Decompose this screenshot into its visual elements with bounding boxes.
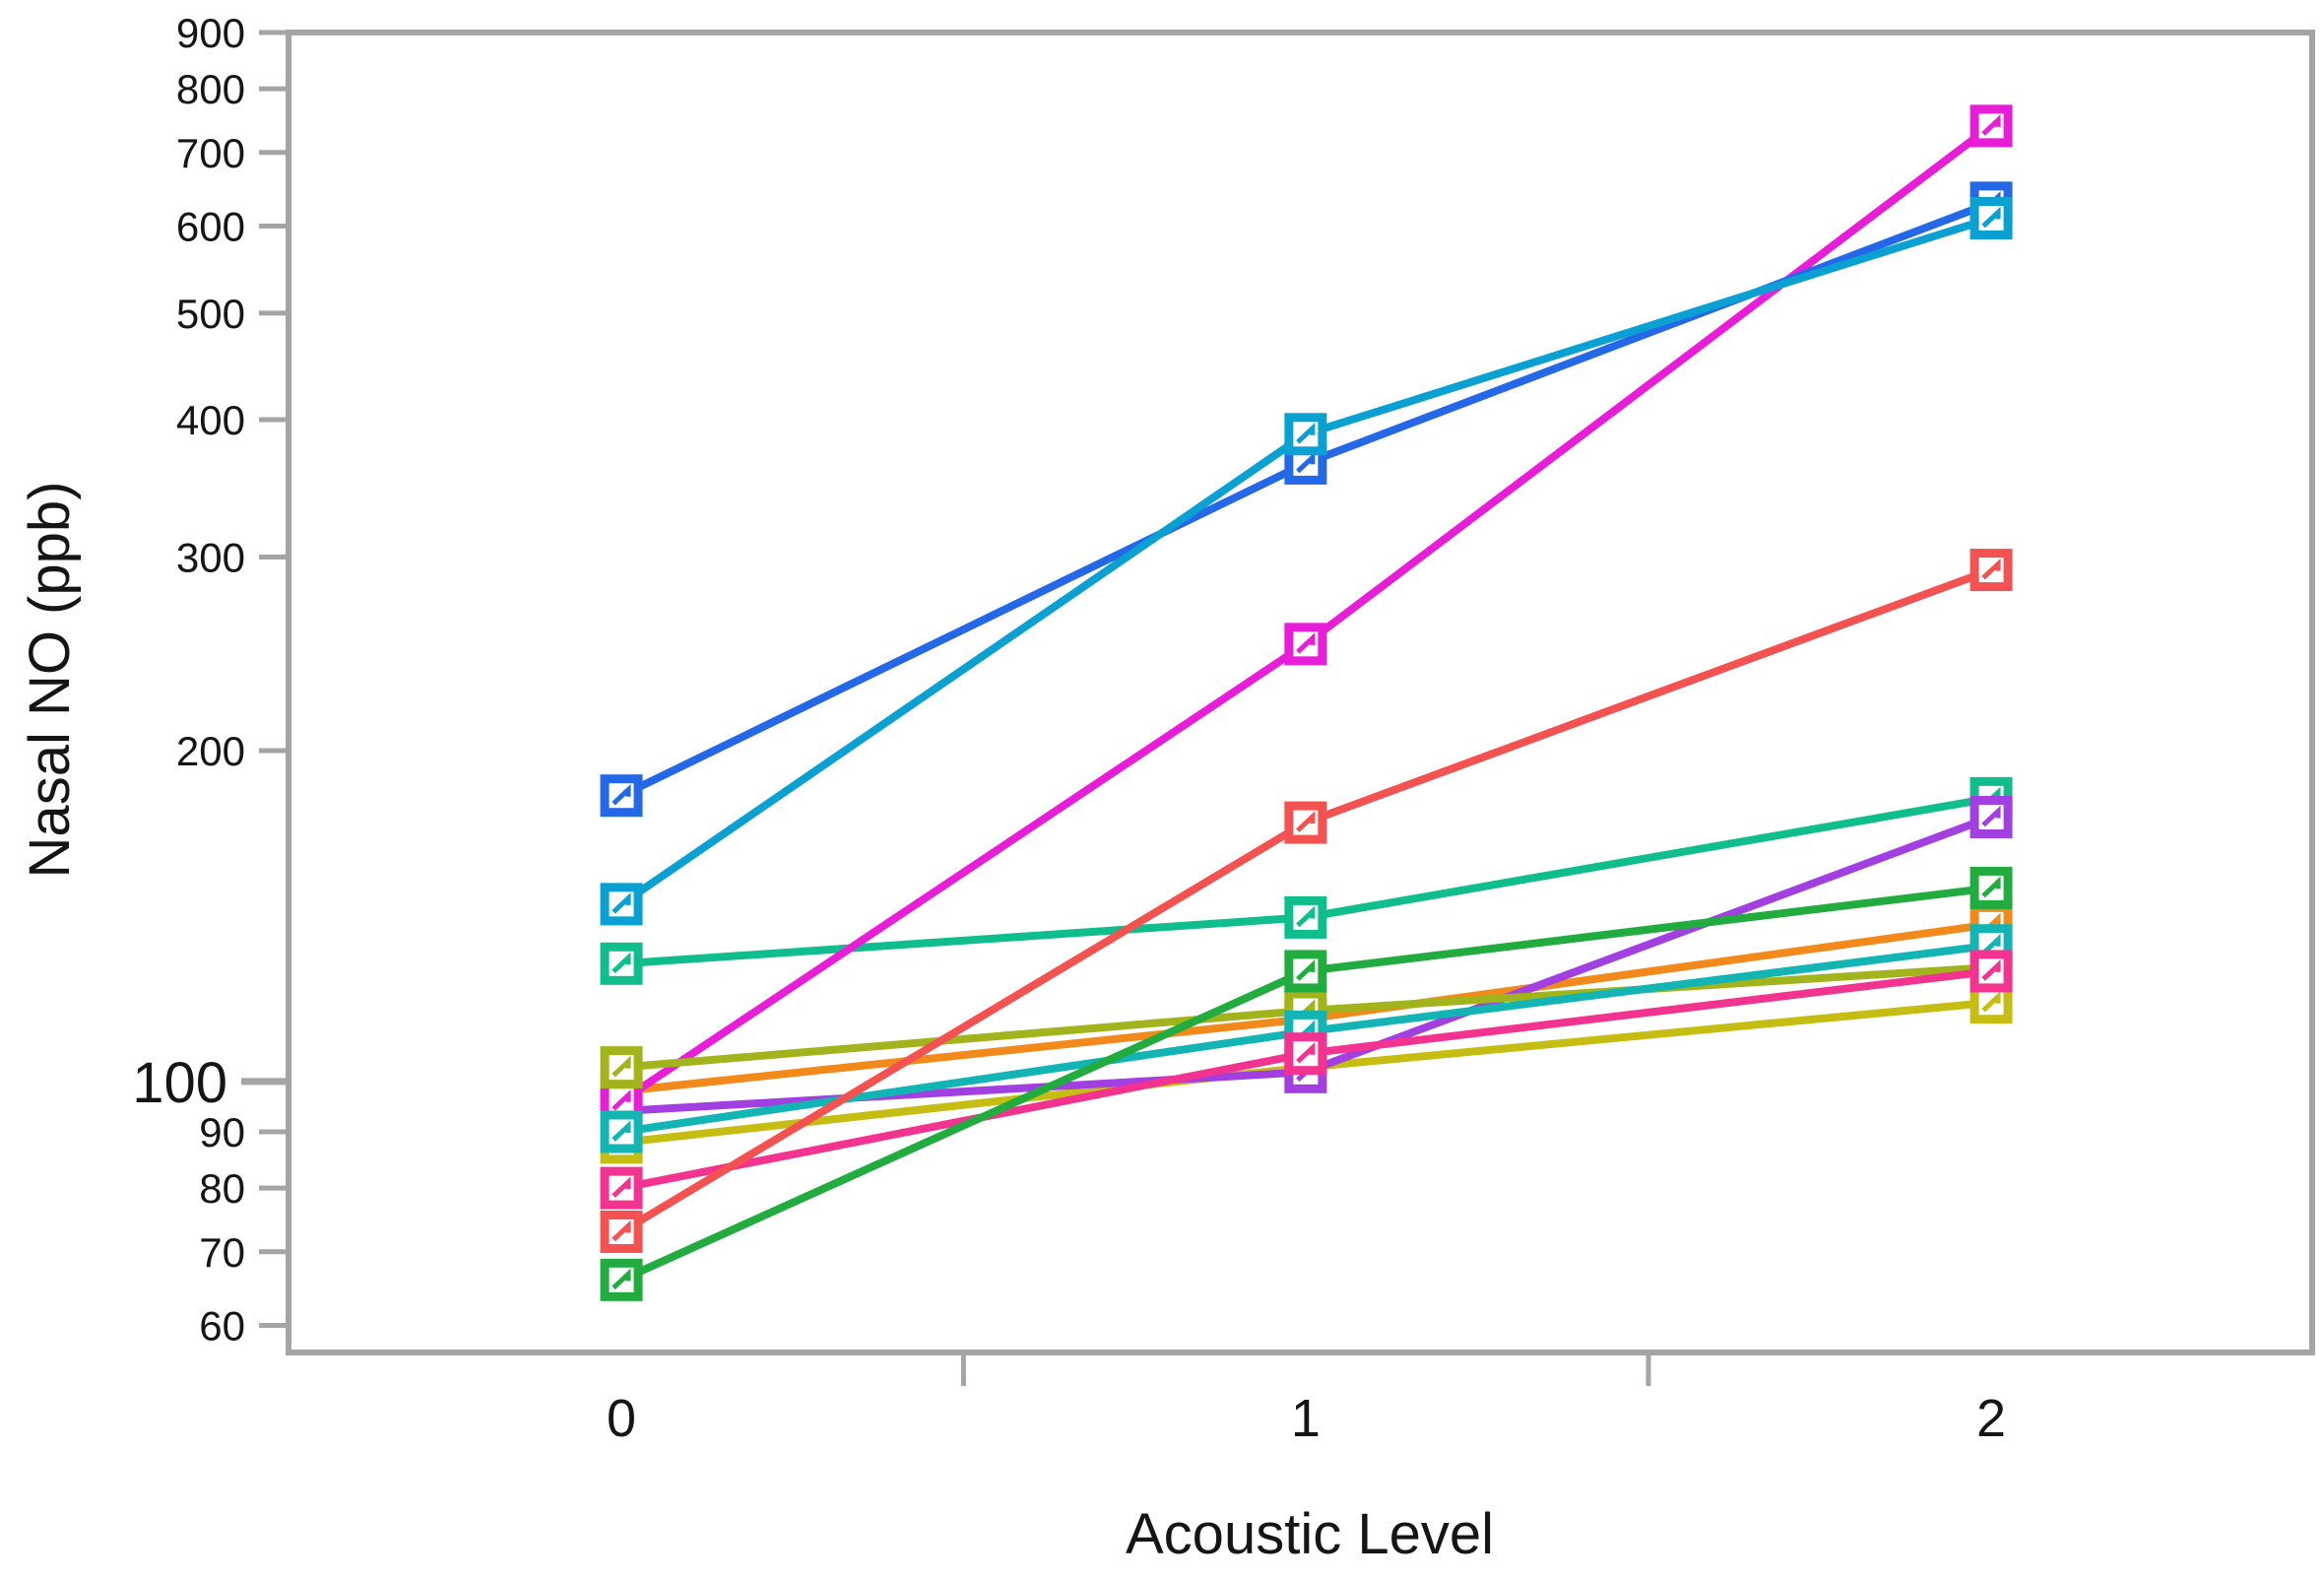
data-point-marker (600, 942, 643, 985)
marker-glyph (612, 1268, 631, 1290)
data-point-marker (1284, 801, 1327, 844)
y-tick-label: 500 (176, 291, 245, 337)
marker-square (1969, 197, 2013, 240)
data-point-marker (1969, 197, 2013, 240)
data-point-marker (1969, 549, 2013, 592)
marker-glyph (612, 1176, 631, 1198)
data-point-marker (600, 883, 643, 926)
y-tick-label: 90 (199, 1109, 245, 1155)
y-tick-label: 900 (176, 10, 245, 56)
series-line (618, 214, 1993, 908)
x-tick-label: 1 (1291, 1389, 1321, 1448)
marker-glyph (612, 892, 631, 914)
y-tick-label: 200 (176, 728, 245, 774)
x-tick-label: 0 (607, 1389, 636, 1448)
marker-glyph (1296, 451, 1316, 474)
marker-glyph (612, 1055, 631, 1078)
series-subject-red (600, 549, 2013, 1253)
series-subject-cyan (600, 197, 2013, 926)
data-point-marker (1969, 104, 2013, 148)
marker-glyph (1296, 423, 1316, 444)
data-point-marker (1969, 795, 2013, 838)
marker-glyph (1981, 206, 2001, 229)
data-point-marker (1284, 413, 1327, 456)
marker-glyph (612, 1088, 631, 1111)
marker-square (600, 1210, 643, 1253)
y-tick-label: 60 (199, 1303, 245, 1350)
marker-square (600, 942, 643, 985)
y-tick-label: 800 (176, 66, 245, 112)
marker-glyph (1296, 632, 1316, 654)
data-point-marker (1284, 950, 1327, 993)
marker-glyph (1981, 990, 2001, 1013)
marker-glyph (1981, 959, 2001, 981)
marker-glyph (1981, 933, 2001, 955)
data-point-marker (600, 1258, 643, 1301)
marker-square (1284, 801, 1327, 844)
marker-glyph (1296, 1041, 1316, 1064)
marker-glyph (1296, 811, 1316, 832)
marker-glyph (1981, 114, 2001, 136)
data-point-marker (600, 774, 643, 818)
marker-glyph (1296, 959, 1316, 981)
marker-glyph (612, 1120, 631, 1142)
series-line (619, 199, 1993, 800)
y-axis-title: Nasal NO (ppb) (18, 482, 82, 879)
data-point-marker (600, 1110, 643, 1153)
marker-square (600, 1258, 643, 1301)
marker-glyph (1981, 805, 2001, 827)
marker-square (1969, 795, 2013, 838)
marker-glyph (612, 783, 631, 806)
data-point-marker (600, 1166, 643, 1210)
data-point-marker (1284, 895, 1327, 939)
marker-glyph (1981, 876, 2001, 898)
data-point-marker (1969, 950, 2013, 993)
series-subject-green (600, 866, 2013, 1301)
data-point-marker (1284, 1032, 1327, 1076)
marker-square (600, 1110, 643, 1153)
marker-glyph (612, 952, 631, 974)
x-tick-label: 2 (1976, 1389, 2006, 1448)
data-point-marker (600, 1210, 643, 1253)
marker-glyph (1296, 905, 1316, 928)
series-subject-magenta (600, 104, 2013, 1123)
y-tick-label: 300 (176, 535, 245, 581)
y-tick-label: 80 (199, 1165, 245, 1212)
data-point-marker (1969, 866, 2013, 909)
y-tick-label: 700 (176, 130, 245, 176)
y-tick-label: 70 (199, 1229, 245, 1276)
marker-square (600, 774, 643, 818)
y-tick-label: 100 (132, 1051, 227, 1115)
series-subject-pink (600, 950, 2013, 1210)
data-point-marker (600, 1046, 643, 1089)
y-tick-label: 400 (176, 397, 245, 443)
x-axis-title: Acoustic Level (1126, 1502, 1494, 1566)
data-point-marker (1284, 623, 1327, 666)
y-tick-label: 600 (176, 204, 245, 250)
marker-glyph (612, 1219, 631, 1242)
marker-glyph (1981, 558, 2001, 580)
plot-border (286, 30, 2315, 1355)
